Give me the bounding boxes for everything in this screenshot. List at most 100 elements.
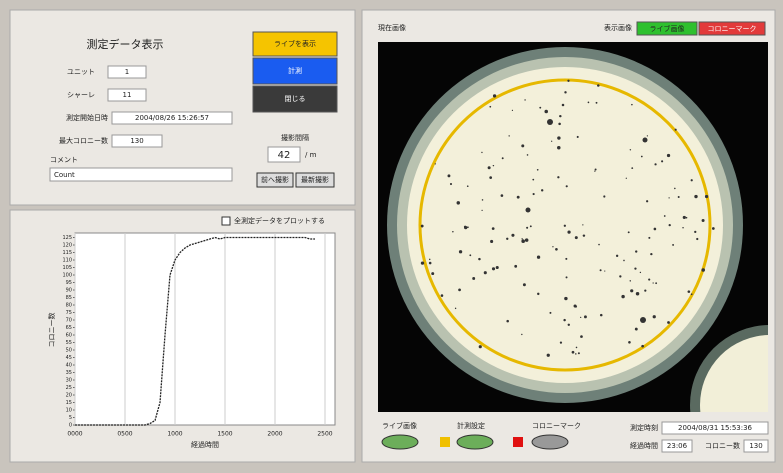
- colony: [654, 228, 657, 231]
- colony: [539, 107, 541, 109]
- colony: [530, 225, 532, 227]
- colony: [478, 258, 480, 260]
- colony: [563, 319, 565, 321]
- y-tick-label: 95: [66, 280, 72, 286]
- field-value: 130: [749, 442, 762, 450]
- colony: [551, 141, 552, 142]
- colony: [488, 166, 491, 169]
- colony: [457, 201, 460, 204]
- y-tick-label: 40: [66, 363, 72, 369]
- indicator: [513, 437, 523, 447]
- toggle[interactable]: [382, 435, 418, 449]
- colony: [469, 254, 471, 256]
- colony: [448, 174, 451, 177]
- colony: [508, 135, 509, 136]
- y-tick-label: 80: [66, 303, 72, 309]
- colony: [521, 238, 522, 239]
- label: コロニーマーク: [532, 422, 581, 430]
- button-label[interactable]: 前へ撮影: [261, 175, 289, 184]
- label: コロニー数: [705, 441, 740, 450]
- colony: [575, 236, 578, 239]
- colony: [565, 258, 567, 260]
- colony: [641, 345, 644, 348]
- button-label[interactable]: ライブを表示: [274, 39, 316, 48]
- colony: [506, 238, 508, 240]
- label: ユニット: [67, 68, 95, 76]
- colony: [621, 295, 624, 298]
- colony: [603, 195, 605, 197]
- toggle[interactable]: [457, 435, 493, 449]
- colony: [705, 195, 708, 198]
- colony: [630, 149, 631, 150]
- colony: [595, 169, 597, 171]
- colony: [564, 225, 566, 227]
- colony: [490, 240, 493, 243]
- colony: [582, 224, 583, 225]
- colony: [577, 136, 579, 138]
- colony: [549, 312, 551, 314]
- checkbox-label[interactable]: 全測定データをプロットする: [234, 216, 325, 225]
- y-tick-label: 5: [69, 415, 72, 421]
- y-tick-label: 10: [66, 408, 72, 414]
- label: コメント: [50, 156, 78, 164]
- label: 測定開始日時: [66, 113, 108, 122]
- button-label[interactable]: 閉じる: [285, 95, 306, 103]
- y-tick-label: 60: [66, 333, 72, 339]
- window: 測定データ表示 ユニット 1 シャーレ 11 測定開始日時 2004/08/26…: [0, 0, 783, 469]
- y-tick-label: 100: [62, 273, 72, 279]
- x-tick-label: 2000: [267, 431, 282, 438]
- colony: [506, 320, 509, 323]
- colony: [584, 315, 587, 318]
- colony: [648, 237, 650, 239]
- button-label[interactable]: 計測: [288, 66, 302, 75]
- colony: [431, 272, 434, 275]
- colony: [702, 219, 705, 222]
- colony: [636, 292, 639, 295]
- colony: [537, 169, 539, 171]
- y-tick-label: 55: [66, 340, 72, 346]
- x-tick-label: 1000: [167, 431, 182, 438]
- colony: [567, 230, 570, 233]
- colony: [648, 279, 650, 281]
- colony: [631, 167, 633, 169]
- colony: [596, 102, 598, 104]
- y-tick-label: 30: [66, 378, 72, 384]
- colony: [655, 282, 657, 284]
- indicator: [440, 437, 450, 447]
- colony: [511, 234, 514, 237]
- y-tick-label: 50: [66, 348, 72, 354]
- colony: [524, 99, 525, 100]
- field-value: 42: [278, 150, 291, 161]
- colony: [600, 269, 602, 271]
- colony: [489, 106, 491, 108]
- button-label[interactable]: ライブ画像: [650, 24, 685, 33]
- checkbox[interactable]: [222, 217, 230, 225]
- y-tick-label: 20: [66, 393, 72, 399]
- colony: [452, 231, 453, 232]
- colony: [664, 215, 666, 217]
- colony: [559, 115, 561, 117]
- y-tick-label: 0: [69, 423, 72, 429]
- colony: [537, 293, 539, 295]
- button-label[interactable]: コロニーマーク: [708, 25, 757, 33]
- colony: [575, 353, 577, 355]
- colony: [580, 335, 583, 338]
- colony: [458, 288, 461, 291]
- colony: [653, 282, 654, 283]
- colony: [521, 334, 522, 335]
- dish-image: [378, 42, 783, 469]
- button-label[interactable]: 最新撮影: [301, 175, 329, 184]
- colony: [532, 179, 534, 181]
- colony: [630, 280, 631, 281]
- toggle[interactable]: [532, 435, 568, 449]
- colony: [682, 227, 683, 228]
- colony: [479, 345, 482, 348]
- colony: [634, 268, 636, 270]
- colony: [564, 297, 567, 300]
- colony: [668, 197, 669, 198]
- colony: [667, 321, 670, 324]
- colony: [547, 354, 550, 357]
- y-tick-label: 105: [62, 265, 72, 271]
- field: [50, 168, 232, 181]
- colony: [616, 255, 618, 257]
